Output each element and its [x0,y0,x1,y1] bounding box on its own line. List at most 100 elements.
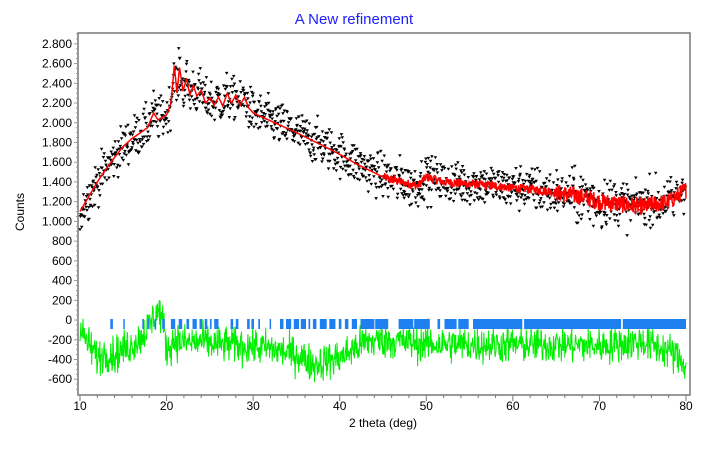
observed-point [608,217,612,221]
observed-point [471,175,476,179]
observed-point [204,76,209,80]
observed-point [438,163,443,167]
observed-point [248,85,253,89]
observed-point [379,149,383,153]
observed-point [543,181,547,185]
observed-point [373,168,377,172]
observed-point [632,194,636,198]
observed-point [331,151,335,155]
reflection-marker [269,319,272,329]
reflection-marker [230,319,234,329]
reflection-marker [351,319,357,329]
observed-point [374,186,379,190]
observed-point [428,159,433,163]
observed-point [150,102,154,106]
observed-point [205,110,209,114]
observed-point [181,104,186,108]
observed-point [674,187,678,191]
observed-point [564,181,568,185]
observed-point [283,134,288,137]
observed-point [503,198,507,202]
observed-point [554,202,558,206]
reflection-marker [344,319,349,329]
observed-point [182,101,186,105]
observed-point [476,198,481,202]
observed-point [498,197,502,201]
observed-point [164,117,169,121]
reflection-marker [308,319,311,329]
observed-point [441,186,445,190]
observed-point [569,201,574,205]
observed-point [248,101,252,105]
observed-point [210,96,214,100]
observed-point [178,84,183,88]
observed-point [465,200,469,203]
observed-point [540,205,545,209]
reflection-marker [192,319,197,329]
observed-point [409,202,414,206]
observed-point [618,193,622,197]
observed-point [150,110,155,114]
observed-point [191,99,196,103]
observed-point [446,186,450,190]
observed-point [246,97,250,101]
observed-point [517,209,522,213]
observed-point [353,159,358,163]
observed-point [172,90,177,94]
observed-point [154,120,158,124]
observed-point [228,107,232,111]
observed-point [560,177,564,181]
observed-point [271,110,275,114]
observed-point [342,148,347,152]
observed-point [400,192,404,196]
observed-point [275,127,280,131]
reflection-marker [329,319,336,329]
observed-point [137,150,142,154]
observed-point [490,169,495,173]
observed-point [302,127,307,131]
observed-point [107,176,111,180]
observed-point [223,105,227,109]
calculated-curve [79,65,687,216]
observed-point [394,166,399,169]
observed-point [420,195,425,199]
observed-point [262,119,267,123]
observed-point [270,117,274,121]
observed-point [315,114,320,118]
observed-point [319,138,323,142]
observed-point [118,125,123,129]
observed-point [135,116,139,120]
observed-point [361,167,365,171]
observed-point [524,197,529,201]
observed-point [630,194,634,198]
observed-point [225,85,229,89]
observed-point [337,137,342,141]
observed-point [223,87,228,91]
observed-point [579,175,583,179]
observed-point [161,132,165,136]
observed-point [195,107,199,111]
observed-point [504,201,509,205]
observed-point [100,182,105,186]
observed-point [272,136,277,140]
observed-point [84,195,89,198]
observed-point [186,78,191,82]
observed-point [576,221,580,225]
observed-point [483,178,487,182]
observed-point [161,125,166,129]
observed-point [79,225,84,229]
observed-point [469,190,473,194]
observed-point [535,166,540,170]
observed-point [537,170,542,174]
observed-point [662,185,667,189]
observed-point [118,144,123,148]
observed-point [226,100,231,104]
observed-point [261,112,266,115]
observed-point [300,114,304,118]
observed-point [193,97,198,101]
observed-point [464,187,469,191]
observed-point [507,176,512,180]
observed-point [176,94,181,98]
observed-point [612,183,617,187]
observed-point [304,132,308,136]
